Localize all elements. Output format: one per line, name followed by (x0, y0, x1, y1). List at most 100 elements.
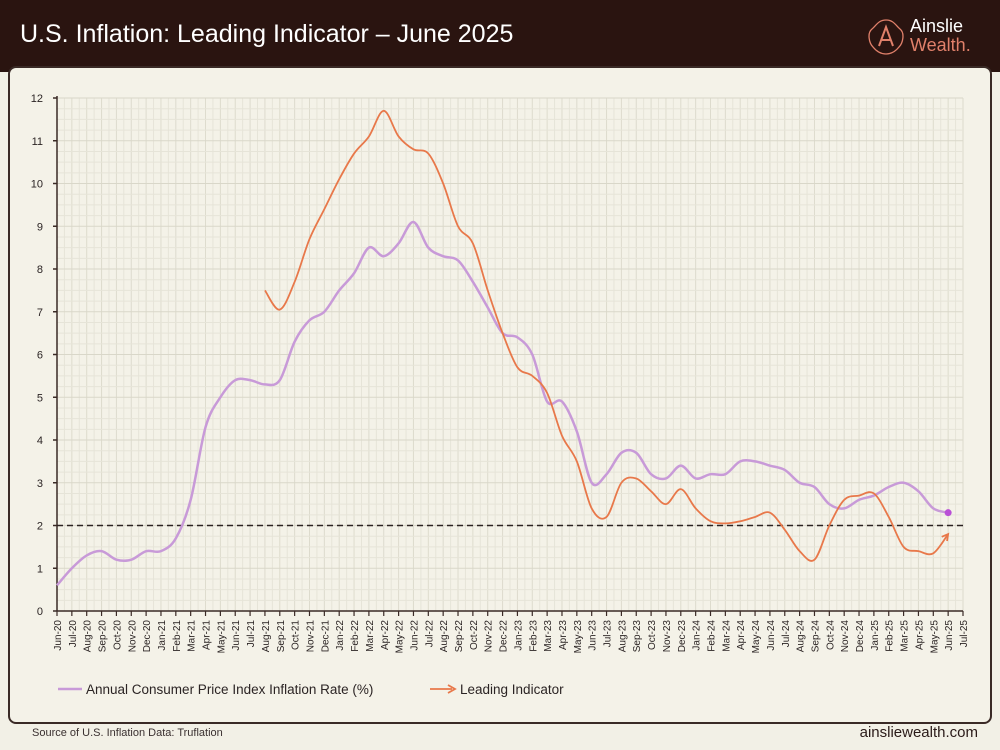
cpi-point (485, 304, 491, 310)
x-tick-label: Sep-20 (98, 620, 109, 653)
y-tick-label: 5 (37, 392, 43, 404)
x-tick-label: Aug-24 (796, 620, 807, 653)
x-tick-label: Aug-21 (261, 620, 272, 653)
x-tick-label: Aug-22 (439, 620, 450, 653)
x-tick-label: Feb-23 (528, 620, 539, 652)
y-tick-label: 2 (37, 521, 43, 533)
x-tick-label: Dec-24 (855, 620, 866, 653)
cpi-point (693, 475, 699, 481)
leading-point (440, 181, 446, 187)
x-tick-label: Jul-20 (68, 620, 79, 648)
leading-point (336, 176, 342, 182)
x-tick-label: Jul-22 (424, 620, 435, 648)
cpi-point (782, 467, 788, 473)
leading-point (396, 133, 402, 139)
logo-text: Ainslie (910, 16, 964, 36)
arrow-icon (447, 684, 457, 694)
x-tick-label: Oct-23 (647, 620, 658, 650)
x-tick-label: Oct-20 (112, 620, 123, 650)
x-tick-label: May-24 (751, 620, 762, 654)
cpi-point (128, 557, 134, 563)
legend-cpi-label: Annual Consumer Price Index Inflation Ra… (86, 682, 373, 697)
cpi-point (574, 428, 580, 434)
leading-point (633, 475, 639, 481)
x-tick-label: Apr-23 (558, 620, 569, 650)
cpi-point (69, 565, 75, 571)
x-tick-label: May-21 (216, 620, 227, 654)
leading-point (500, 330, 506, 336)
x-tick-label: Nov-23 (662, 620, 673, 653)
y-tick-label: 6 (37, 350, 43, 362)
cpi-point (113, 557, 119, 563)
cpi-point (292, 339, 298, 345)
cpi-point (811, 484, 817, 490)
cpi-point (54, 582, 60, 588)
leading-point (514, 364, 520, 370)
x-tick-label: Aug-20 (83, 620, 94, 653)
leading-point (915, 548, 921, 554)
chart-card (8, 66, 992, 724)
leading-point (797, 548, 803, 554)
y-tick-label: 0 (37, 606, 43, 618)
x-tick-label: Feb-22 (350, 620, 361, 652)
cpi-point (708, 471, 714, 477)
x-tick-label: Nov-21 (305, 620, 316, 653)
cpi-point (158, 548, 164, 554)
x-tick-label: May-22 (395, 620, 406, 654)
x-tick-label: May-25 (929, 620, 940, 654)
leading-point (663, 501, 669, 507)
x-tick-label: Jun-24 (766, 620, 777, 651)
x-tick-label: Jul-23 (603, 620, 614, 648)
leading-point (708, 518, 714, 524)
leading-point (559, 433, 565, 439)
x-tick-label: Dec-22 (499, 620, 510, 653)
cpi-point (351, 270, 357, 276)
website-link[interactable]: ainsliewealth.com (859, 724, 978, 741)
leading-point (544, 390, 550, 396)
x-tick-label: Apr-24 (736, 620, 747, 650)
cpi-point (529, 352, 535, 358)
x-tick-label: Oct-21 (291, 620, 302, 650)
y-tick-label: 1 (37, 563, 43, 575)
cpi-point (915, 488, 921, 494)
cpi-point (247, 377, 253, 383)
leading-point (886, 514, 892, 520)
source-note: Source of U.S. Inflation Data: Truflatio… (32, 727, 223, 739)
leading-point (841, 497, 847, 503)
cpi-point (604, 471, 610, 477)
leading-point (782, 527, 788, 533)
cpi-point (277, 377, 283, 383)
leading-point (693, 505, 699, 511)
x-tick-label: Sep-23 (632, 620, 643, 653)
cpi-point (797, 480, 803, 486)
leading-point (752, 514, 758, 520)
x-tick-label: Dec-20 (142, 620, 153, 653)
x-tick-label: Dec-21 (320, 620, 331, 653)
cpi-point (930, 505, 936, 511)
x-tick-label: Jun-21 (231, 620, 242, 651)
x-tick-label: Jul-25 (959, 620, 970, 648)
x-tick-label: Apr-22 (380, 620, 391, 650)
x-tick-label: Jun-23 (588, 620, 599, 651)
legend-leading-label: Leading Indicator (460, 682, 564, 697)
x-tick-label: Jun-25 (944, 620, 955, 651)
leading-point (321, 206, 327, 212)
x-tick-label: Jan-24 (692, 620, 703, 651)
cpi-point (173, 535, 179, 541)
x-tick-label: Sep-22 (454, 620, 465, 653)
leading-point (470, 240, 476, 246)
cpi-point (410, 219, 416, 225)
cpi-point (722, 471, 728, 477)
leading-arrowhead-icon (941, 532, 950, 542)
cpi-point (306, 317, 312, 323)
cpi-point (321, 309, 327, 315)
leading-point (722, 520, 728, 526)
cpi-point (901, 480, 907, 486)
cpi-point (470, 279, 476, 285)
cpi-point (455, 257, 461, 263)
x-tick-label: Mar-24 (721, 620, 732, 652)
cpi-endpoint-dot (944, 509, 952, 517)
x-tick-label: Jun-20 (53, 620, 64, 651)
y-tick-label: 4 (37, 435, 43, 447)
